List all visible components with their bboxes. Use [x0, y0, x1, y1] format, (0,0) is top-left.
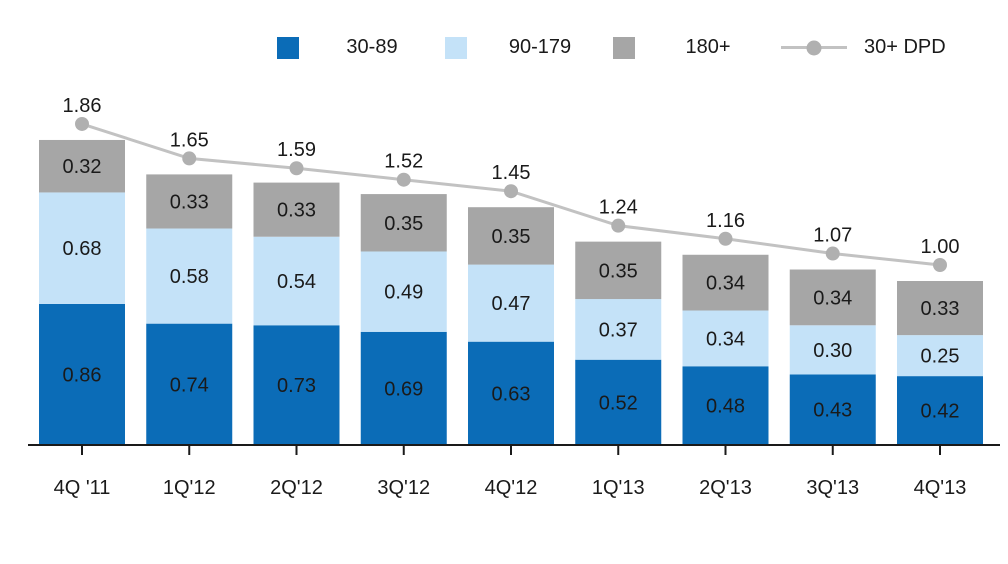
legend-swatch-180plus-icon	[613, 36, 635, 59]
bar-value-label: 0.73	[277, 375, 316, 397]
dpd-line-marker	[718, 231, 733, 246]
bar-value-label: 0.30	[813, 340, 852, 362]
total-value-label: 1.86	[63, 95, 102, 117]
bar-segment-90-179	[360, 251, 447, 332]
x-axis-label: 2Q'13	[699, 477, 752, 499]
bar-value-label: 0.68	[63, 238, 102, 260]
bar-value-label: 0.49	[384, 282, 423, 304]
bar-segment-30-89	[789, 374, 876, 445]
legend-swatch-30-89-icon	[277, 36, 299, 59]
bar-segment-180+	[575, 241, 662, 300]
dpd-line-marker	[504, 184, 518, 199]
dpd-line-marker	[825, 246, 840, 261]
x-axis-label: 4Q'13	[914, 477, 967, 499]
bar-value-label: 0.33	[170, 191, 209, 213]
legend-item-30-89: 30-89	[277, 36, 445, 59]
bar-value-label: 0.58	[170, 266, 209, 288]
legend-label-30plus-dpd: 30+ DPD	[864, 36, 946, 58]
bar-value-label: 0.35	[384, 213, 423, 235]
bar-segment-30-89	[146, 323, 233, 445]
bar-value-label: 0.33	[921, 298, 960, 320]
bar-segment-180+	[360, 194, 447, 252]
bar-value-label: 0.74	[170, 374, 209, 396]
total-value-label: 1.52	[384, 151, 423, 173]
x-axis-label: 2Q'12	[270, 477, 323, 499]
bar-value-label: 0.34	[813, 287, 852, 309]
bar-segment-180+	[897, 281, 983, 336]
legend-label-90-179: 90-179	[508, 36, 572, 58]
legend-label-180plus: 180+	[685, 36, 731, 58]
bar-value-label: 0.69	[384, 378, 423, 400]
dpd-line-marker	[289, 161, 304, 176]
bar-segment-180+	[682, 254, 769, 311]
bar-value-label: 0.35	[599, 260, 638, 282]
bar-value-label: 0.33	[277, 200, 316, 222]
bar-segment-30-89	[897, 376, 983, 445]
bar-segment-90-179	[468, 264, 554, 342]
bar-value-label: 0.63	[492, 383, 531, 405]
legend-swatch-90-179-icon	[445, 36, 467, 59]
bar-value-label: 0.25	[921, 346, 960, 368]
x-axis-label: 4Q '11	[54, 477, 111, 499]
bar-segment-90-179	[682, 310, 769, 367]
bar-value-label: 0.34	[706, 328, 745, 350]
x-axis-label: 3Q'13	[806, 477, 859, 499]
bar-value-label: 0.47	[492, 293, 531, 315]
bar-segment-180+	[39, 139, 125, 193]
bar-segment-30-89	[39, 303, 125, 445]
total-value-label: 1.24	[599, 197, 638, 219]
bar-value-label: 0.52	[599, 392, 638, 414]
total-value-label: 1.07	[813, 225, 852, 247]
x-axis-label: 3Q'12	[377, 477, 430, 499]
bar-segment-90-179	[789, 325, 876, 375]
bar-segment-90-179	[575, 299, 662, 360]
bar-value-label: 0.34	[706, 273, 745, 295]
total-value-label: 1.00	[921, 236, 960, 258]
dpd-line-marker	[396, 172, 411, 187]
dpd-line-marker	[611, 218, 626, 233]
total-value-label: 1.45	[492, 162, 531, 184]
bar-segment-180+	[253, 182, 340, 237]
bar-segment-30-89	[468, 341, 554, 445]
bar-segment-90-179	[146, 228, 233, 324]
legend-item-90-179: 90-179	[445, 36, 613, 59]
bar-value-label: 0.48	[706, 396, 745, 418]
bar-segment-30-89	[253, 325, 340, 445]
bar-value-label: 0.54	[277, 271, 316, 293]
dpd-line-marker	[75, 116, 89, 131]
total-value-label: 1.65	[170, 129, 209, 151]
bar-value-label: 0.86	[63, 364, 102, 386]
total-value-label: 1.59	[277, 139, 316, 161]
bar-segment-30-89	[360, 331, 447, 445]
legend-dot-icon	[806, 40, 822, 55]
bar-segment-90-179	[39, 192, 125, 304]
legend-item-30plus-dpd: 30+ DPD	[781, 36, 946, 59]
x-axis-label: 1Q'12	[163, 477, 216, 499]
chart-legend: 30-89 90-179 180+ 30+ DPD	[277, 36, 946, 59]
bar-segment-180+	[468, 207, 554, 265]
legend-label-30-89: 30-89	[346, 36, 398, 58]
bar-segment-30-89	[682, 366, 769, 445]
bar-segment-90-179	[897, 335, 983, 377]
bar-value-label: 0.43	[813, 400, 852, 422]
total-value-label: 1.16	[706, 210, 745, 232]
bar-segment-30-89	[575, 359, 662, 445]
bar-value-label: 0.42	[921, 401, 960, 423]
bar-value-label: 0.37	[599, 319, 638, 341]
x-axis-label: 4Q'12	[485, 477, 538, 499]
dpd-line-marker	[182, 151, 197, 166]
bar-segment-90-179	[253, 236, 340, 326]
dpd-line-marker	[933, 258, 947, 272]
bar-segment-180+	[789, 269, 876, 326]
bar-value-label: 0.35	[492, 226, 531, 248]
legend-item-180plus: 180+	[613, 36, 781, 59]
x-axis-label: 1Q'13	[592, 477, 645, 499]
legend-line-marker-icon	[781, 40, 847, 55]
bar-segment-180+	[146, 174, 233, 229]
bar-value-label: 0.32	[63, 156, 102, 178]
